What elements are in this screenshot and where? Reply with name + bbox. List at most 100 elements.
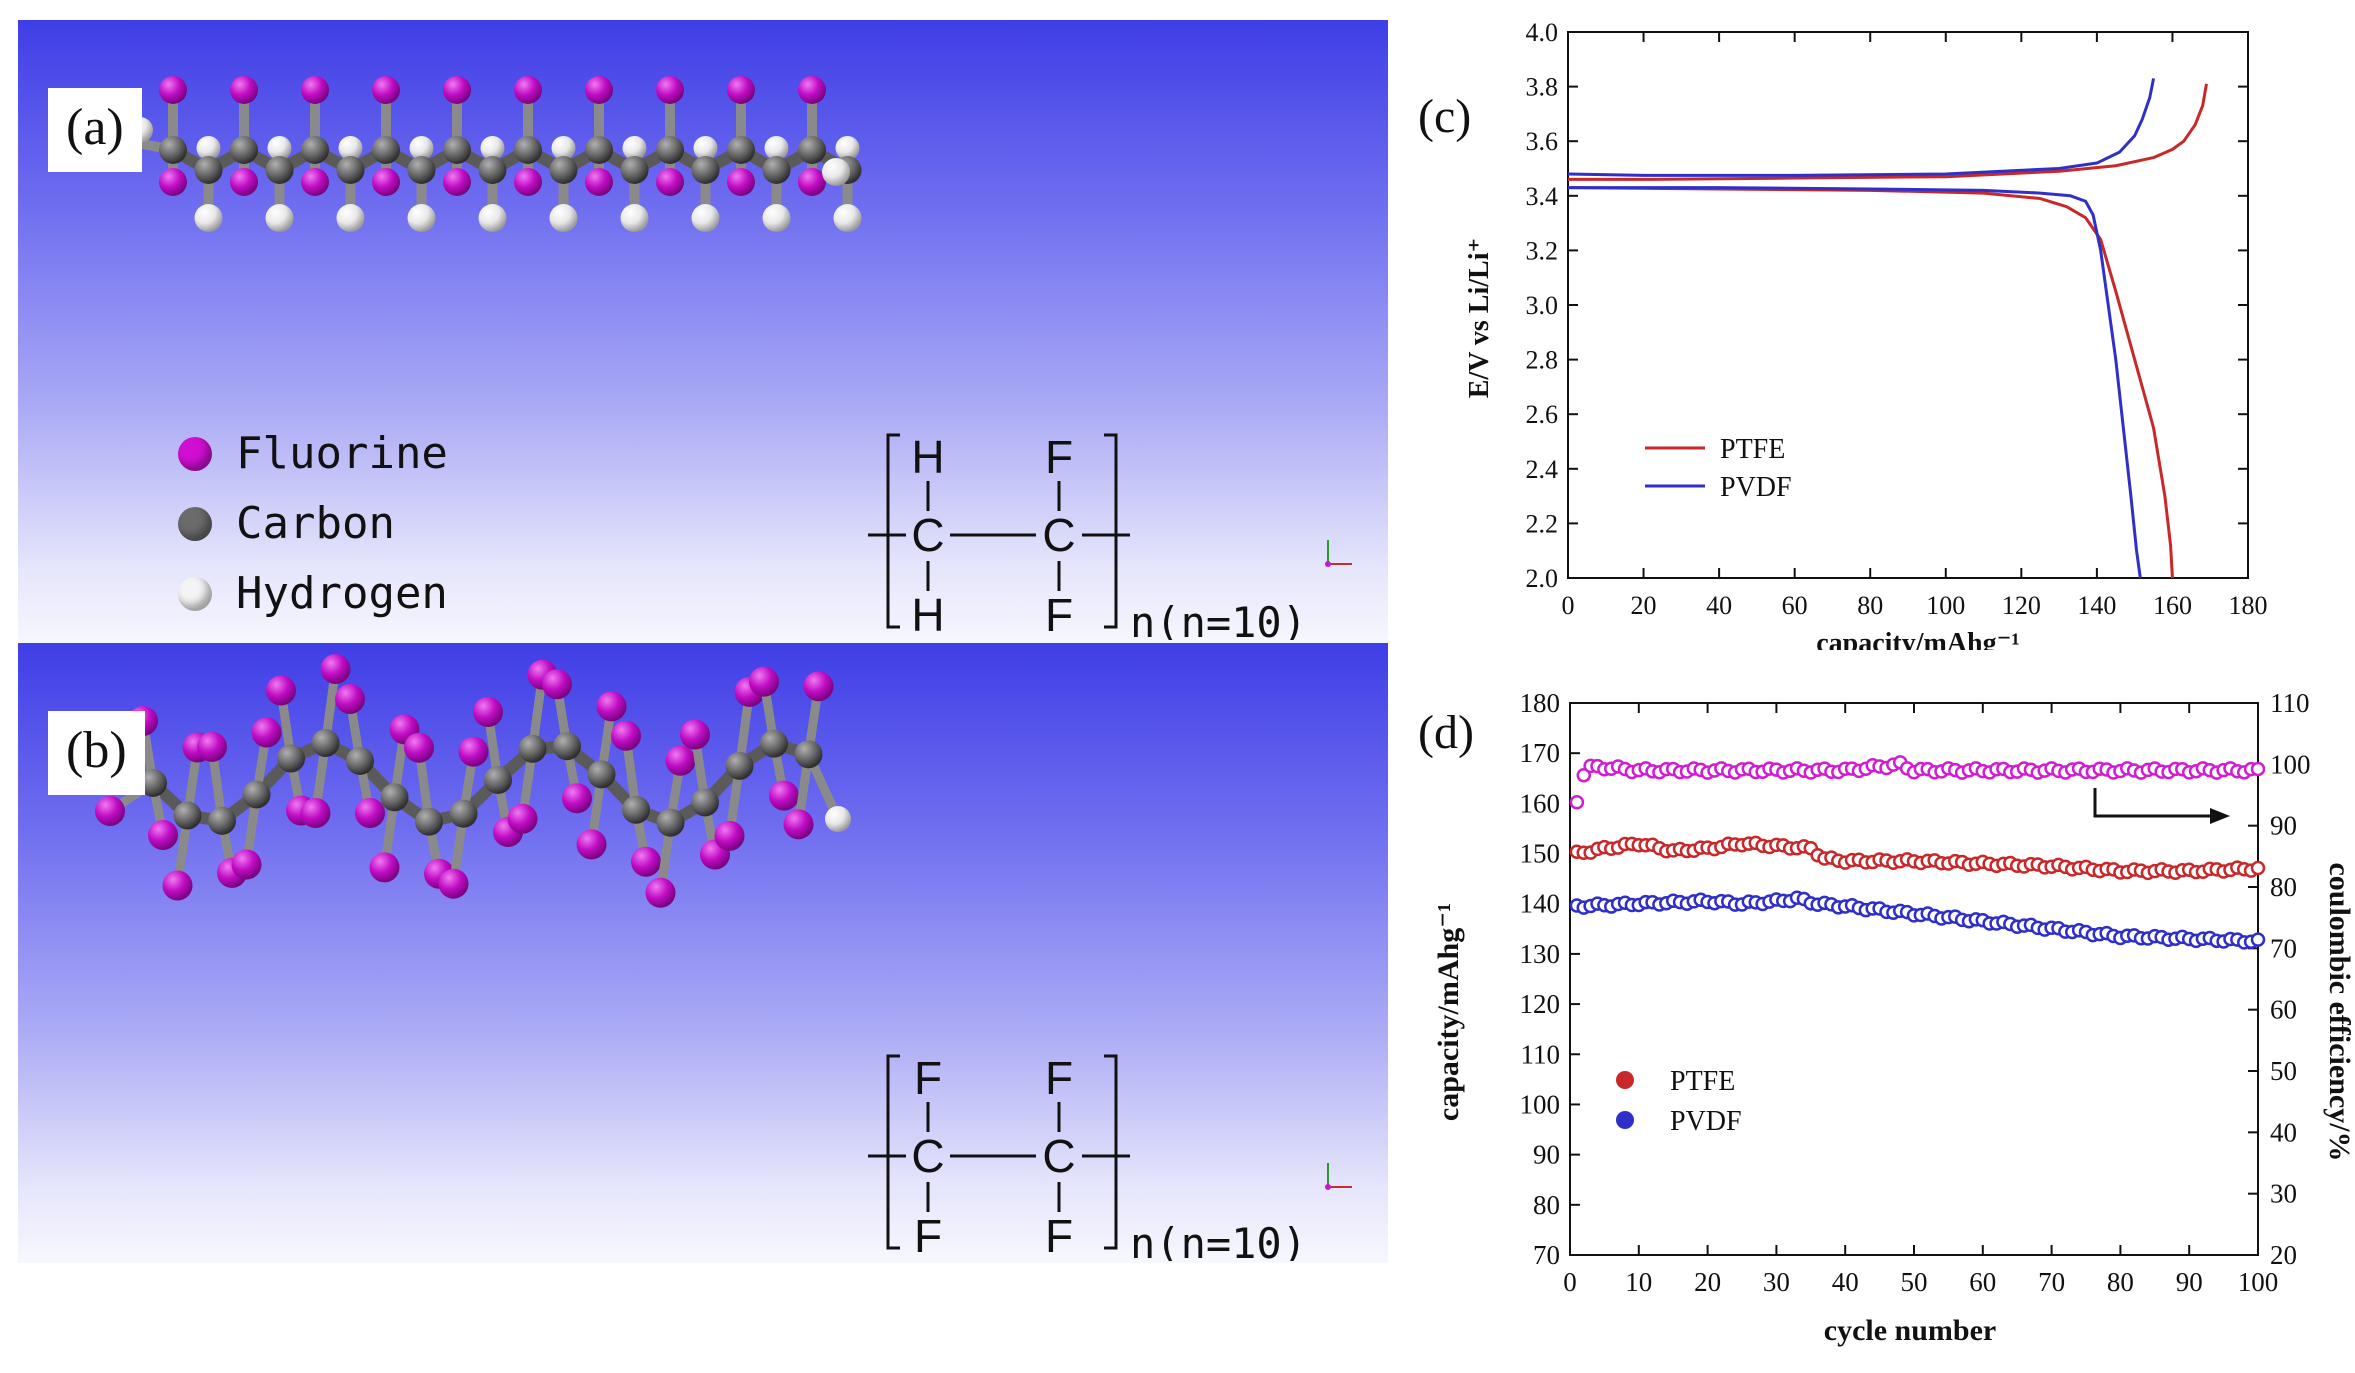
formula-a-bottom-left: H bbox=[911, 589, 944, 640]
carbon-atom bbox=[549, 156, 578, 184]
fluorine-atom-icon bbox=[178, 436, 212, 471]
fluorine-atom bbox=[473, 696, 503, 727]
carbon-atom bbox=[518, 734, 547, 763]
fluorine-atom bbox=[783, 809, 814, 840]
fluorine-atom bbox=[301, 76, 329, 104]
chart-c-x-tick-label: 80 bbox=[1857, 591, 1883, 620]
carbon-atom bbox=[514, 136, 542, 164]
fluorine-atom bbox=[266, 675, 296, 706]
chart-c-y-axis-label: E/V vs Li/Li⁺ bbox=[1464, 238, 1495, 399]
chart-c-x-tick-label: 40 bbox=[1706, 591, 1732, 620]
legend-fluorine: Fluorine bbox=[178, 428, 448, 479]
chart-c-ptfe-discharge-line bbox=[1567, 186, 2174, 579]
chart-d-y-tick-label: 110 bbox=[1521, 1039, 1561, 1069]
formula-b-top-right: F bbox=[1045, 1052, 1073, 1104]
fluorine-atom bbox=[542, 669, 572, 700]
chart-c-y-tick-label: 2.0 bbox=[1526, 564, 1559, 593]
fluorine-atom bbox=[162, 870, 193, 901]
chart-d-efficiency-points bbox=[1569, 755, 2266, 810]
fluorine-atom bbox=[749, 666, 779, 697]
fluorine-atom bbox=[148, 820, 178, 850]
carbon-atom bbox=[407, 156, 436, 184]
fluorine-atom bbox=[798, 168, 826, 196]
carbon-atom bbox=[194, 156, 223, 184]
hydrogen-atom bbox=[480, 136, 505, 160]
fluorine-atom bbox=[611, 720, 641, 751]
carbon-atom bbox=[380, 783, 409, 812]
chart-d-y-tick-label: 140 bbox=[1520, 889, 1561, 919]
carbon-atom bbox=[484, 765, 512, 794]
chart-d-legend-pvdf-swatch bbox=[1616, 1111, 1634, 1129]
chart-d-x-axis-label: cycle number bbox=[1824, 1314, 1996, 1347]
chart-d-y-tick-label: 80 bbox=[1533, 1190, 1560, 1220]
carbon-atom bbox=[622, 795, 650, 824]
legend-carbon: Carbon bbox=[178, 498, 395, 549]
carbon-atom bbox=[159, 136, 187, 164]
chart-c-legend-pvdf: PVDF bbox=[1720, 472, 1792, 503]
chart-d-x-tick-label: 50 bbox=[1901, 1267, 1928, 1297]
hydrogen-atom bbox=[407, 204, 436, 232]
chart-c-x-tick-label: 140 bbox=[2077, 591, 2116, 620]
chart-d-point bbox=[2250, 932, 2266, 947]
fluorine-atom bbox=[798, 76, 826, 104]
xyz-axis-icon bbox=[1325, 1163, 1352, 1190]
fluorine-atom bbox=[230, 76, 258, 104]
chart-d-x-tick-label: 40 bbox=[1832, 1267, 1859, 1297]
hydrogen-atom bbox=[835, 136, 860, 160]
pvdf-structural-formula: H F C C H F n(n=10) bbox=[868, 431, 1307, 640]
fluorine-atom bbox=[665, 745, 696, 776]
hydrogen-atom bbox=[551, 136, 576, 160]
chart-d-x-tick-label: 80 bbox=[2107, 1267, 2134, 1297]
formula-b-bottom-left: F bbox=[914, 1210, 942, 1261]
fluorine-atom bbox=[714, 820, 745, 851]
chart-d-y2-tick-label: 110 bbox=[2270, 688, 2310, 718]
chart-c-plot-frame bbox=[1567, 31, 2249, 579]
xyz-axis-icon bbox=[1325, 540, 1352, 567]
hydrogen-atom bbox=[620, 204, 649, 232]
fluorine-atom bbox=[300, 798, 331, 829]
chart-c-y-tick-label: 3.2 bbox=[1526, 236, 1559, 265]
carbon-atom bbox=[449, 799, 478, 828]
chart-d-y-tick-label: 70 bbox=[1533, 1240, 1560, 1270]
carbon-atom bbox=[794, 740, 823, 769]
chart-c-panel-label: (c) bbox=[1418, 90, 1471, 143]
fluorine-atom bbox=[562, 783, 592, 814]
carbon-atom bbox=[242, 780, 271, 809]
fluorine-atom bbox=[230, 168, 258, 196]
chart-d-y2-tick-label: 50 bbox=[2270, 1056, 2297, 1086]
fluorine-atom bbox=[251, 717, 282, 748]
formula-a-top-right: F bbox=[1045, 431, 1073, 483]
chart-d-panel-label: (d) bbox=[1418, 706, 1474, 759]
carbon-atom bbox=[277, 744, 305, 773]
fluorine-atom bbox=[645, 877, 676, 908]
chart-d-x-tick-label: 0 bbox=[1563, 1267, 1577, 1297]
chart-d-y2-tick-label: 40 bbox=[2270, 1117, 2297, 1147]
chart-d-y2-tick-label: 100 bbox=[2270, 749, 2311, 779]
carbon-atom bbox=[311, 729, 340, 758]
chart-d-x-tick-label: 20 bbox=[1694, 1267, 1721, 1297]
panel-b-polymer-model: (b) F F C C F F n(n=10) bbox=[18, 643, 1388, 1263]
formula-b-repeat: n(n=10) bbox=[1130, 1219, 1307, 1261]
fluorine-atom bbox=[355, 797, 385, 828]
hydrogen-atom bbox=[409, 136, 434, 160]
panel-a-label: (a) bbox=[48, 88, 142, 172]
carbon-atom bbox=[372, 136, 400, 164]
chart-c-x-tick-label: 20 bbox=[1631, 591, 1657, 620]
fluorine-atom bbox=[585, 168, 613, 196]
chart-c-y-tick-label: 4.0 bbox=[1526, 18, 1559, 47]
chart-d-y-tick-label: 90 bbox=[1533, 1140, 1560, 1170]
chart-d-y2-tick-label: 20 bbox=[2270, 1240, 2297, 1270]
chart-c-y-tick-label: 3.6 bbox=[1526, 127, 1559, 156]
chart-d-x-tick-label: 70 bbox=[2038, 1267, 2065, 1297]
fluorine-atom bbox=[320, 654, 351, 685]
fluorine-atom bbox=[95, 796, 125, 826]
fluorine-atom bbox=[596, 691, 627, 722]
carbon-atom bbox=[725, 751, 754, 780]
fluorine-atom bbox=[680, 719, 710, 750]
chart-c-ptfe-charge-line bbox=[1568, 83, 2208, 181]
formula-b-top-left: F bbox=[914, 1052, 942, 1104]
carbon-atom-icon bbox=[178, 506, 212, 541]
legend-fluorine-label: Fluorine bbox=[236, 428, 448, 479]
chart-d-plot-frame bbox=[1569, 702, 2259, 1256]
chart-d-right-arrow-icon bbox=[2093, 788, 2230, 824]
